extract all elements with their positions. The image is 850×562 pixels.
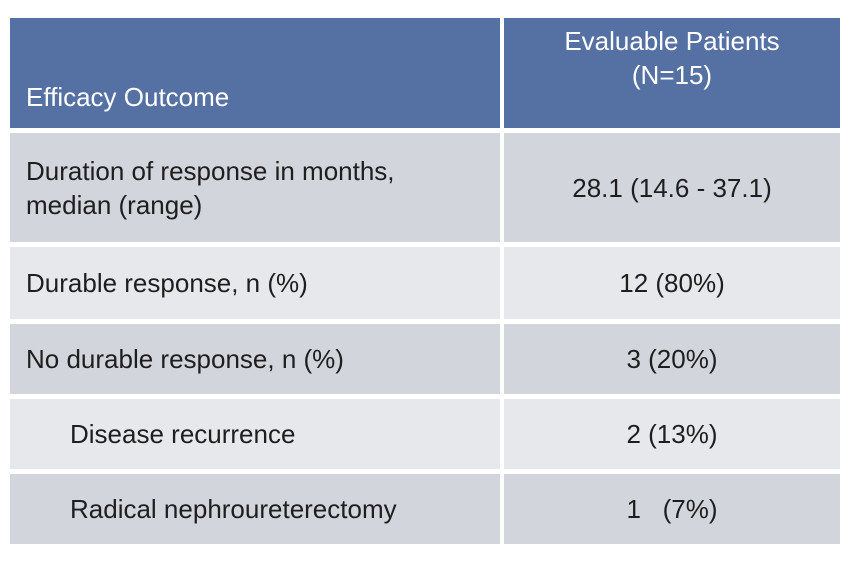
cell-text: (N=15)	[631, 60, 713, 90]
cell-text: Radical nephroureterectomy	[70, 494, 397, 524]
table-cell: Disease recurrence	[10, 399, 500, 469]
header-cell: Efficacy Outcome	[10, 18, 500, 128]
cell-text: Efficacy Outcome	[26, 82, 230, 112]
cell-text: Evaluable Patients	[564, 26, 780, 56]
table-cell: 12 (80%)	[504, 247, 840, 319]
cell-text: Durable response, n (%)	[26, 268, 308, 298]
table-cell: 1 (7%)	[504, 474, 840, 544]
table-cell: 28.1 (14.6 - 37.1)	[504, 133, 840, 242]
cell-text: Disease recurrence	[70, 419, 296, 449]
efficacy-table: Efficacy Outcome Evaluable Patients (N=15)…	[10, 18, 840, 544]
cell-text: Duration of response in months,	[26, 155, 395, 186]
cell-text: No durable response, n (%)	[26, 344, 344, 374]
cell-text: 2 (13%)	[626, 419, 718, 449]
cell-text: median (range)	[26, 189, 203, 220]
cell-text: 12 (80%)	[619, 268, 725, 298]
cell-text: 1 (7%)	[626, 494, 718, 524]
table-cell: Durable response, n (%)	[10, 247, 500, 319]
table-cell: Duration of response in months, median (r…	[10, 133, 500, 242]
table-cell: 2 (13%)	[504, 399, 840, 469]
cell-text: 3 (20%)	[626, 344, 718, 374]
header-cell: Evaluable Patients (N=15)	[504, 18, 840, 128]
table-cell: 3 (20%)	[504, 324, 840, 394]
cell-text: 28.1 (14.6 - 37.1)	[572, 172, 772, 203]
table-cell: Radical nephroureterectomy	[10, 474, 500, 544]
table-cell: No durable response, n (%)	[10, 324, 500, 394]
